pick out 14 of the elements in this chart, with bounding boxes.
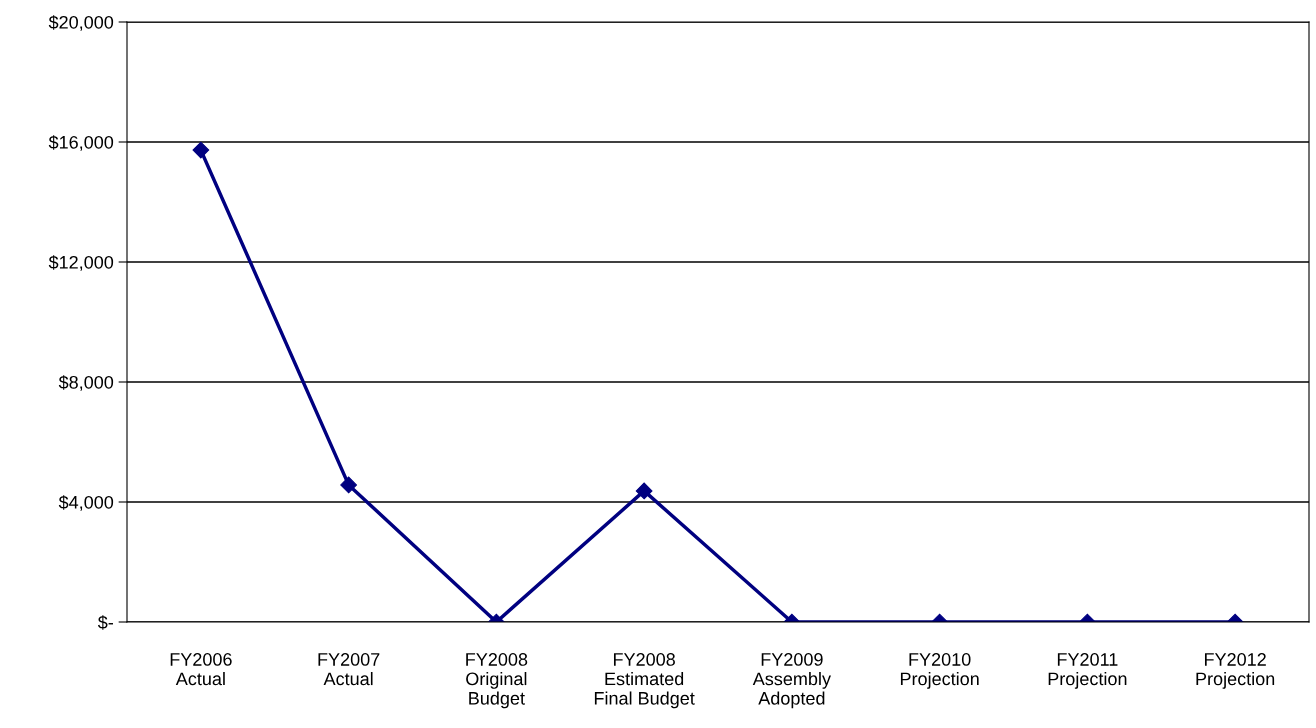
y-tick-label: $4,000 [58,495,114,511]
x-tick-label: FY2008 Original Budget [466,653,528,709]
x-tick-label: FY2006 Actual [170,653,232,686]
x-tick-label: FY2007 Actual [318,653,380,686]
y-tick-label: $- [97,615,114,630]
x-tick-label: FY2008 Estimated Final Budget [594,653,695,709]
y-tick-label: $8,000 [58,375,114,391]
x-tick-label: FY2010 Projection [900,653,979,689]
x-tick-label: FY2011 Projection [1048,653,1127,689]
x-tick-label: FY2012 Projection [1196,653,1275,689]
y-tick-label: $20,000 [48,15,114,31]
y-tick-label: $16,000 [48,135,114,151]
x-tick-label: FY2009 Assembly Adopted [752,653,831,709]
y-tick-label: $12,000 [48,255,114,271]
